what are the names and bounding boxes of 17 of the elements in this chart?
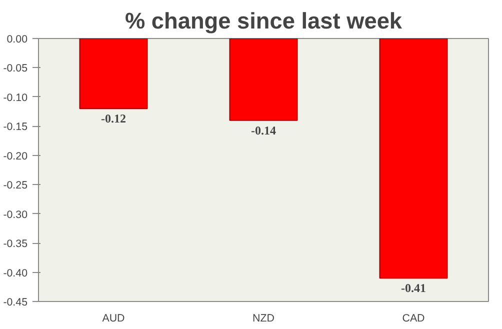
y-tick-label: -0.20 xyxy=(3,150,28,162)
x-tick-label: NZD xyxy=(252,312,275,324)
y-tick-label: -0.35 xyxy=(3,238,28,250)
y-tick-label: -0.05 xyxy=(3,62,28,75)
y-tick-label: -0.30 xyxy=(3,208,28,221)
y-tick-label: -0.45 xyxy=(3,296,28,308)
chart-title: % change since last week xyxy=(124,8,402,34)
y-tick-label: -0.25 xyxy=(3,180,28,192)
x-tick-label: CAD xyxy=(402,312,426,324)
x-tick-label: AUD xyxy=(102,312,126,324)
data-label: -0.41 xyxy=(401,281,426,296)
data-label: -0.14 xyxy=(251,123,276,138)
y-tick-label: -0.40 xyxy=(3,267,28,280)
y-tick-label: 0.00 xyxy=(6,34,28,46)
y-tick-label: -0.15 xyxy=(3,121,28,134)
y-tick-label: -0.10 xyxy=(3,92,28,104)
data-label: -0.12 xyxy=(101,112,126,126)
